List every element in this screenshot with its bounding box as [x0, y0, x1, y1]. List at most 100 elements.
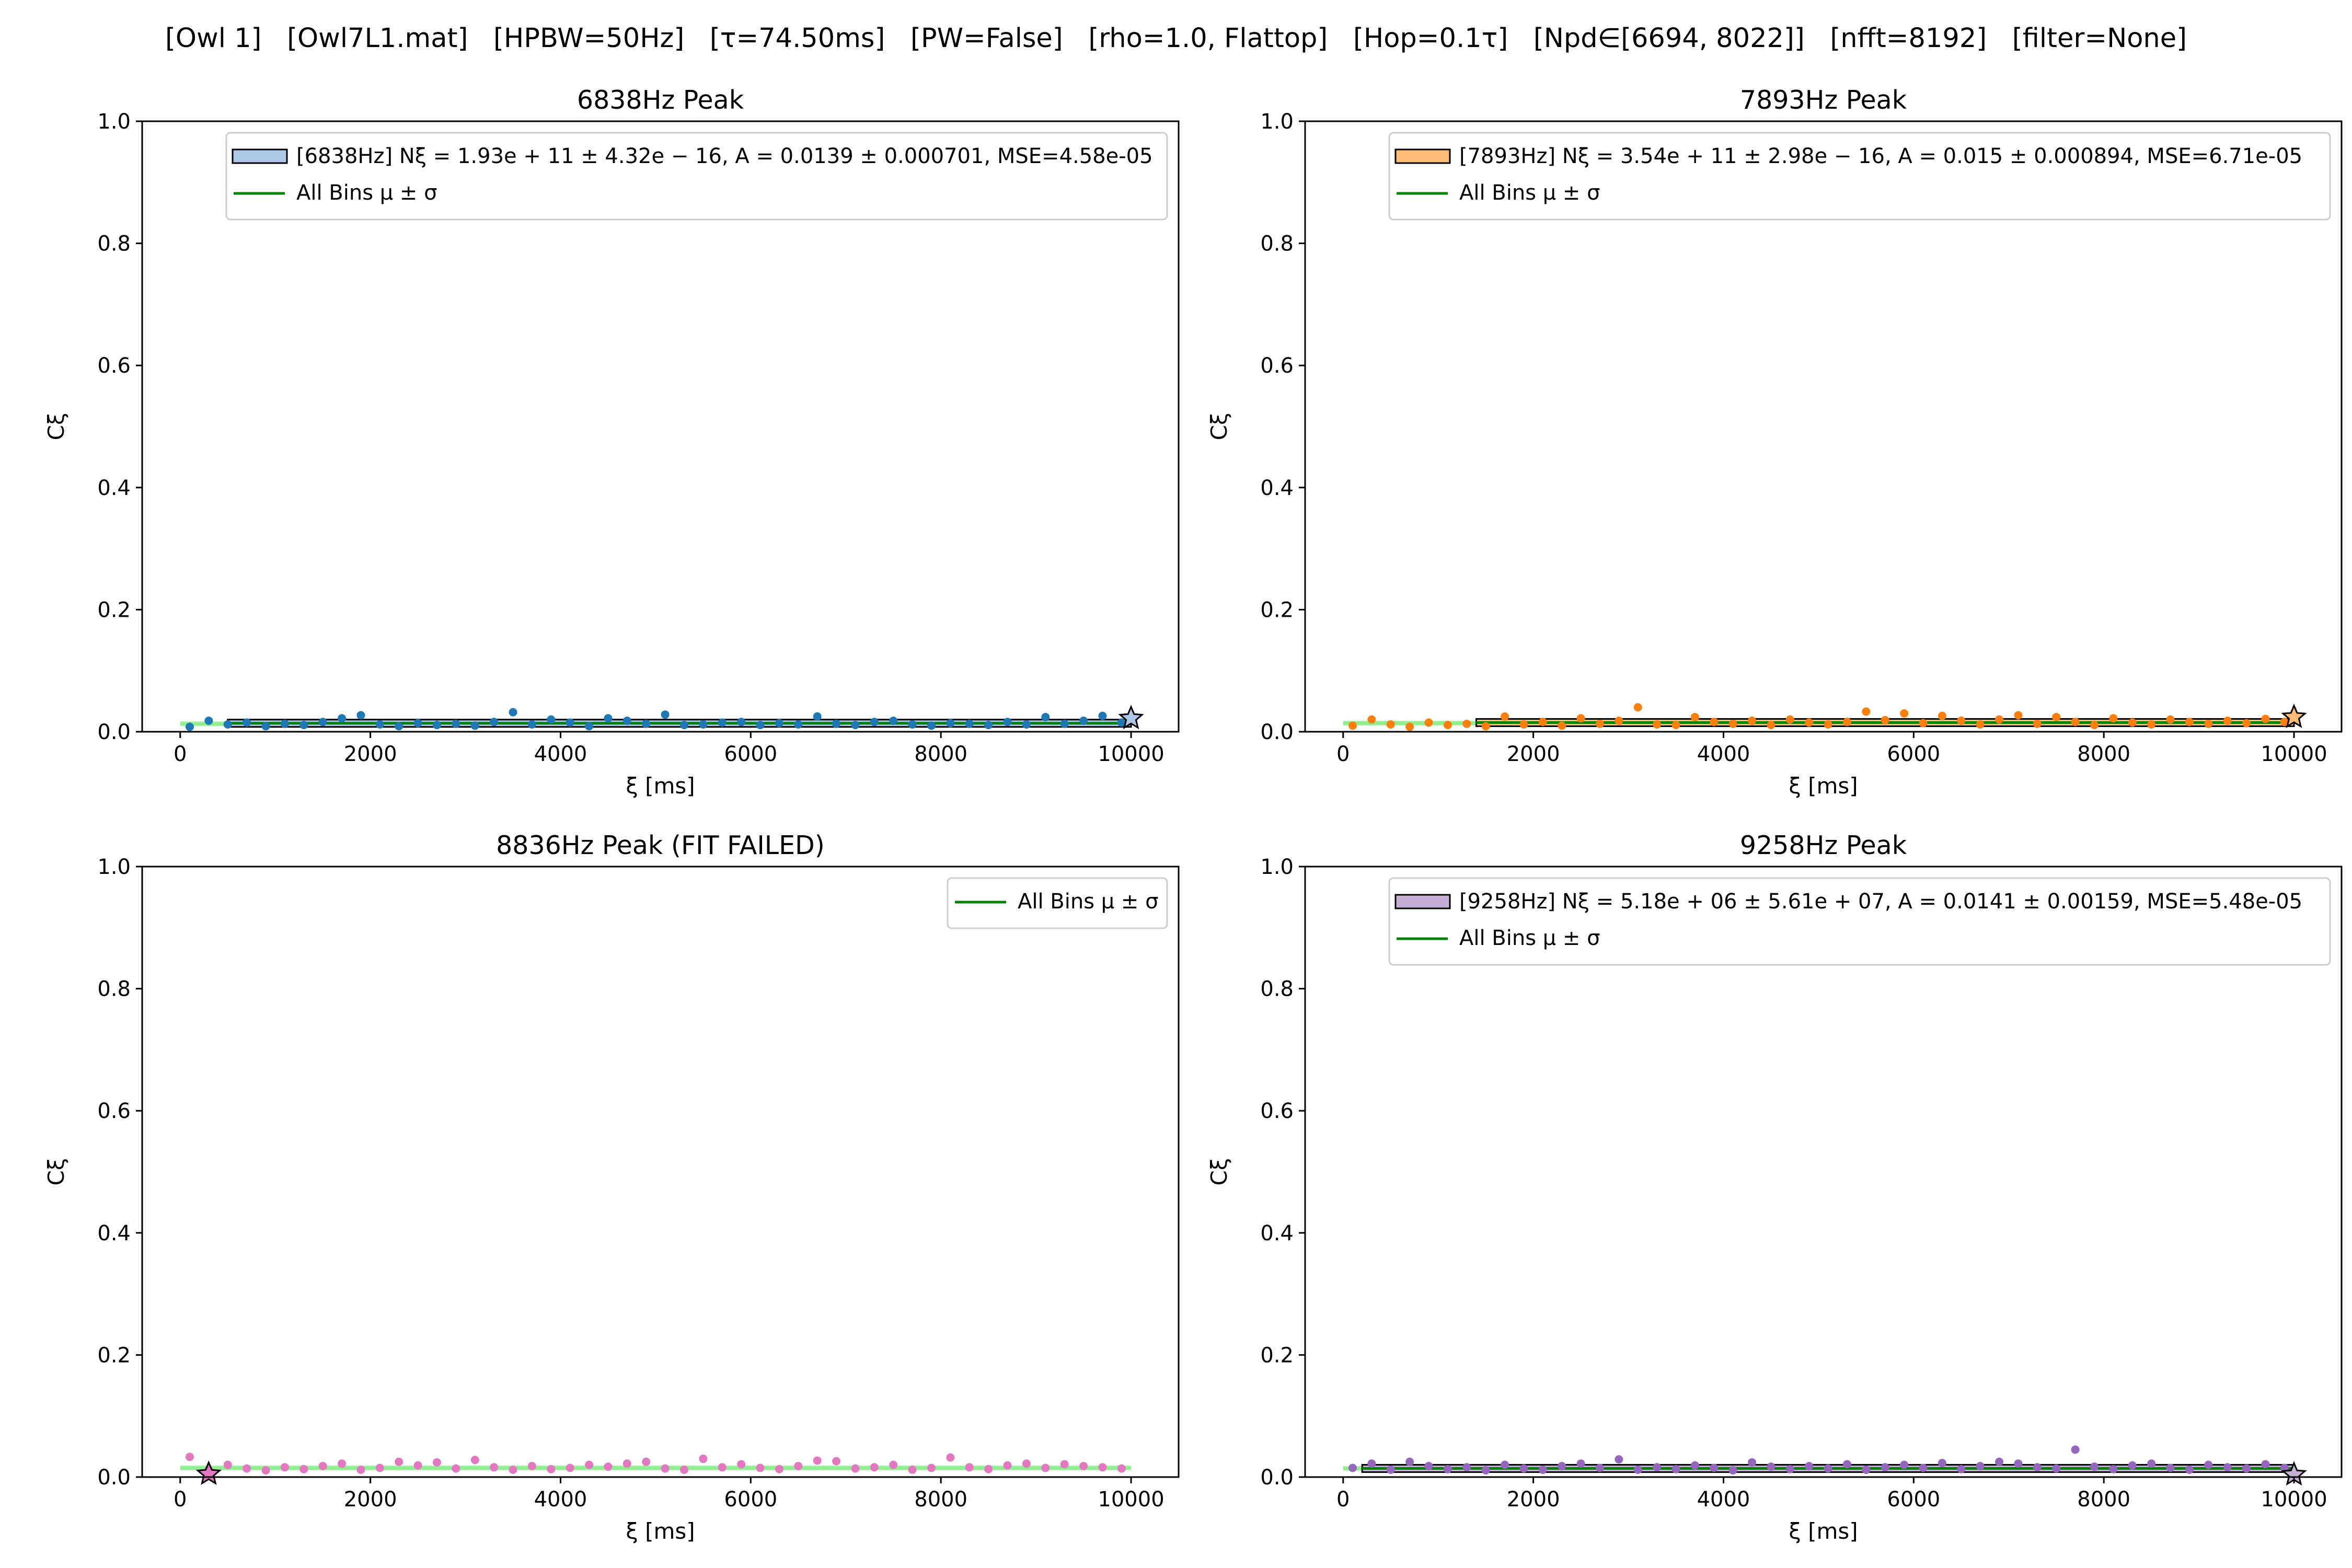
- data-point: [1041, 712, 1050, 721]
- data-point: [1348, 1463, 1357, 1472]
- y-axis-label: Cξ: [43, 413, 69, 441]
- data-point: [223, 1460, 232, 1469]
- data-point: [2014, 711, 2023, 720]
- data-point: [185, 1452, 194, 1461]
- data-point: [243, 1464, 251, 1473]
- legend-entry-mean: All Bins μ ± σ: [1018, 890, 1159, 914]
- data-point: [1003, 1461, 1012, 1470]
- data-point: [2223, 1463, 2232, 1472]
- data-point: [965, 719, 974, 728]
- data-point: [1060, 719, 1069, 728]
- data-point: [318, 718, 327, 727]
- data-point: [1824, 720, 1832, 729]
- x-axis-label: ξ [ms]: [626, 773, 695, 799]
- data-point: [984, 721, 993, 730]
- data-point: [1805, 1461, 1814, 1470]
- data-point: [756, 1463, 765, 1472]
- data-point: [946, 1453, 955, 1462]
- data-point: [1117, 718, 1126, 727]
- legend-entry-mean: All Bins μ ± σ: [1459, 926, 1600, 950]
- data-point: [2128, 1461, 2137, 1470]
- data-point: [1424, 718, 1433, 727]
- data-point: [908, 1465, 917, 1474]
- legend-swatch-fit: [232, 148, 288, 164]
- data-point: [2185, 718, 2194, 727]
- data-point: [1728, 1466, 1737, 1475]
- data-point: [1653, 1463, 1662, 1472]
- data-point: [1748, 1458, 1757, 1467]
- data-point: [1462, 719, 1471, 728]
- data-point: [1728, 719, 1737, 728]
- data-point: [261, 1466, 270, 1475]
- data-point: [1117, 1464, 1126, 1473]
- x-tick-label: 10000: [2261, 1488, 2327, 1512]
- data-point: [2109, 1465, 2118, 1473]
- data-point: [889, 1460, 898, 1469]
- data-point: [432, 1458, 441, 1467]
- axes-frame: [141, 120, 1180, 733]
- data-point: [1767, 1462, 1775, 1471]
- y-tick-label: 0.2: [1260, 598, 1294, 622]
- data-point: [204, 716, 213, 725]
- x-tick-label: 4000: [1697, 1488, 1750, 1512]
- data-point: [395, 722, 403, 731]
- x-tick-label: 8000: [914, 1488, 967, 1512]
- data-point: [1881, 1463, 1889, 1472]
- data-point: [832, 1457, 841, 1466]
- data-point: [679, 721, 688, 730]
- data-point: [375, 720, 384, 729]
- data-point: [527, 1461, 536, 1470]
- data-point: [604, 1462, 613, 1471]
- x-axis-label: ξ [ms]: [626, 1518, 695, 1544]
- data-point: [1098, 1463, 1107, 1472]
- data-point: [2128, 718, 2137, 727]
- chart-title: 7893Hz Peak: [1740, 85, 1907, 115]
- data-point: [1690, 1461, 1699, 1470]
- data-point: [1519, 720, 1528, 729]
- data-point: [1881, 716, 1889, 724]
- data-point: [2223, 716, 2232, 725]
- data-point: [832, 719, 841, 728]
- data-point: [1501, 1460, 1509, 1469]
- y-tick-label: 0.0: [1260, 1466, 1294, 1490]
- data-point: [737, 718, 746, 727]
- data-point: [1386, 720, 1395, 729]
- figure-suptitle: [Owl 1] [Owl7L1.mat] [HPBW=50Hz] [τ=74.5…: [165, 23, 2187, 54]
- data-point: [1710, 718, 1719, 727]
- y-tick-label: 0.8: [1260, 232, 1294, 256]
- data-point: [1576, 714, 1585, 723]
- data-point: [1501, 712, 1509, 721]
- data-point: [2166, 1463, 2175, 1472]
- data-point: [661, 1464, 670, 1473]
- y-tick-label: 0.0: [97, 720, 131, 744]
- x-tick-label: 2000: [1507, 742, 1560, 766]
- data-point: [699, 720, 708, 729]
- x-tick-label: 6000: [1887, 742, 1940, 766]
- data-point: [1900, 709, 1909, 718]
- data-point: [927, 721, 936, 730]
- data-point: [1957, 716, 1966, 725]
- data-point: [547, 715, 556, 724]
- x-tick-label: 6000: [724, 1488, 777, 1512]
- data-point: [566, 718, 574, 727]
- x-tick-label: 6000: [1887, 1488, 1940, 1512]
- legend-entry-fit: [7893Hz] Nξ = 3.54e + 11 ± 2.98e − 16, A…: [1459, 144, 2302, 168]
- data-point: [2261, 714, 2270, 723]
- data-point: [1653, 720, 1662, 729]
- data-point: [1900, 1460, 1909, 1469]
- data-point: [2242, 719, 2251, 728]
- data-point: [413, 719, 422, 728]
- data-point: [2204, 719, 2213, 728]
- chart-panel-3: 8836Hz Peak (FIT FAILED) 0 2000 4000 6000 800…: [43, 831, 1180, 1544]
- x-tick-label: 0: [174, 1488, 187, 1512]
- x-tick-label: 10000: [2261, 742, 2327, 766]
- data-point: [1481, 722, 1490, 731]
- chart-title: 9258Hz Peak: [1740, 831, 1907, 860]
- y-tick-label: 0.6: [97, 1099, 131, 1123]
- data-point: [1938, 1459, 1946, 1468]
- legend-swatch-fit: [1394, 894, 1451, 909]
- data-point: [1995, 715, 2004, 724]
- data-point: [718, 1463, 727, 1472]
- x-tick-label: 6000: [724, 742, 777, 766]
- x-tick-label: 10000: [1098, 1488, 1164, 1512]
